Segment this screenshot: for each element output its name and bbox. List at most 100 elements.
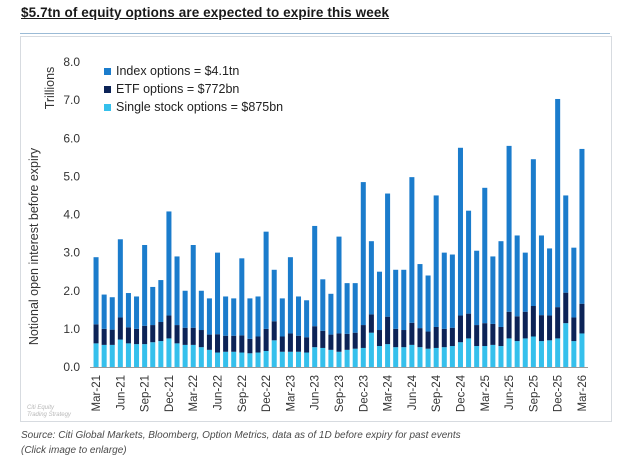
bar-etf [158,322,164,342]
bar-etf [571,317,577,342]
y-tick-label: 8.0 [63,55,80,69]
enlarge-note[interactable]: (Click image to enlarge) [21,445,127,456]
bar-single [182,344,188,367]
bar-etf [409,322,415,345]
bar-single [109,344,115,367]
bar-index [393,269,399,329]
bar-index [239,258,245,336]
x-tick-label: Sep-25 [528,375,540,412]
bar-index [530,159,536,306]
bar-single [514,341,520,367]
bar-single [336,351,342,367]
bar-single [93,343,99,367]
bar-index [93,257,99,325]
bar-etf [547,315,553,341]
x-tick-label: Mar-24 [383,374,395,411]
bar-single [579,333,585,367]
bar-index [247,298,253,339]
legend-label-index: Index options = $4.1tn [116,64,239,78]
bar-single [142,344,148,368]
bar-index [223,296,229,336]
legend-label-single: Single stock options = $875bn [116,100,283,114]
bar-index [279,298,285,337]
bar-etf [182,327,188,345]
bar-index [125,293,131,328]
bar-etf [117,317,123,340]
bar-index [287,257,293,334]
bar-single [198,347,204,367]
bar-single [409,344,415,367]
bar-index [320,279,326,331]
x-tick-label: Mar-26 [577,375,589,411]
bar-index [166,211,172,316]
bar-etf [255,336,261,353]
bar-index [555,98,561,308]
bar-etf [433,326,439,348]
bar-etf [287,333,293,352]
bar-index [134,296,140,329]
y-unit-label: Trillions [43,67,57,110]
x-tick-label: Mar-21 [91,375,103,411]
bar-index [109,297,115,330]
source-note: Source: Citi Global Markets, Bloomberg, … [21,430,461,441]
bar-single [344,349,350,367]
bar-etf [109,329,115,345]
chart-border [20,36,612,422]
bar-etf [279,336,285,352]
watermark-text: Trading Strategy [27,412,72,418]
bar-etf [328,334,334,350]
bar-etf [344,333,350,350]
bar-index [474,250,480,326]
bar-single [304,352,310,367]
bar-etf [530,306,536,337]
bar-etf [457,315,463,343]
bar-single [223,351,229,367]
bar-etf [101,328,107,345]
bar-etf [474,325,480,347]
bar-single [174,343,180,367]
bar-etf [247,338,253,354]
bar-index [449,254,455,328]
bar-single [206,349,212,367]
bar-etf [223,335,229,352]
bar-etf [93,324,99,344]
bar-etf [150,325,156,343]
bar-single [101,344,107,367]
x-tick-label: Sep-21 [140,375,152,412]
bar-index [401,269,407,331]
bar-etf [360,325,366,348]
bar-single [239,352,245,367]
bar-index [368,241,374,315]
bar-single [506,338,512,367]
bar-single [320,347,326,367]
bar-etf [296,335,302,352]
bar-index [271,269,277,322]
x-tick-label: Sep-23 [334,375,346,412]
bar-etf [368,314,374,333]
bar-etf [352,332,358,349]
x-tick-label: Mar-22 [188,375,200,411]
bar-single [457,342,463,367]
bar-single [150,342,156,367]
bar-index [425,275,431,332]
bar-single [417,347,423,367]
bar-single [263,350,269,367]
bar-index [409,177,415,323]
bar-etf [506,311,512,339]
bar-index [538,235,544,316]
bar-single [125,343,131,367]
bar-single [296,351,302,367]
x-tick-label: Dec-23 [358,375,370,412]
bar-index [579,148,585,304]
x-tick-label: Jun-21 [115,375,127,410]
x-tick-label: Dec-21 [164,375,176,412]
x-tick-label: Mar-23 [285,375,297,411]
bar-single [166,338,172,367]
bar-single [466,338,472,367]
bar-etf [231,335,237,352]
bar-index [385,193,391,317]
x-tick-label: Mar-25 [480,375,492,411]
bar-single [441,347,447,367]
bar-single [474,346,480,367]
